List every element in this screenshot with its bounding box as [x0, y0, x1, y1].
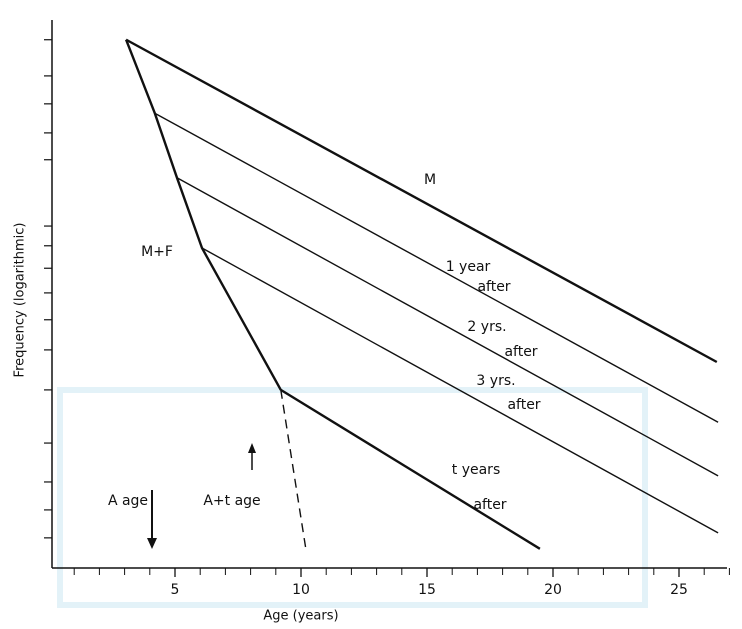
annotation: after — [504, 344, 537, 360]
curve — [124, 39, 282, 391]
x-tick-label: 20 — [544, 582, 562, 598]
x-tick-label: 10 — [292, 582, 310, 598]
annotation: M — [424, 172, 436, 188]
annotation: A age — [108, 493, 148, 509]
x-axis-label: Age (years) — [263, 609, 338, 624]
curve — [154, 112, 719, 423]
annotation: M+F — [141, 244, 173, 260]
curve — [176, 177, 719, 477]
x-tick-label: 15 — [418, 582, 436, 598]
curve — [125, 38, 718, 364]
curve — [280, 389, 307, 551]
annotation: 3 yrs. — [476, 373, 515, 389]
x-tick-label: 5 — [171, 582, 180, 598]
annotation: A+t age — [203, 493, 260, 509]
arrow-head — [147, 538, 157, 549]
annotation: after — [473, 497, 506, 513]
arrow-head — [248, 443, 256, 453]
x-tick-label: 25 — [670, 582, 688, 598]
watermark — [57, 387, 648, 608]
curve — [280, 388, 541, 550]
annotation: after — [477, 279, 510, 295]
annotation: after — [507, 397, 540, 413]
annotation: t years — [452, 462, 500, 478]
annotation: 1 year — [446, 259, 491, 275]
annotation: 2 yrs. — [467, 319, 506, 335]
curve — [201, 247, 719, 534]
y-axis-label: Frequency (logarithmic) — [13, 223, 28, 378]
